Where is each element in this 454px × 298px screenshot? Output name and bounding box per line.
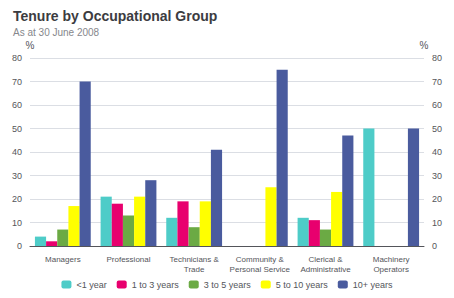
svg-text:80: 80: [12, 53, 22, 63]
svg-text:80: 80: [432, 53, 442, 63]
svg-text:Professional: Professional: [106, 255, 150, 264]
svg-text:70: 70: [12, 77, 22, 87]
svg-text:Managers: Managers: [45, 255, 81, 264]
svg-text:Trade: Trade: [184, 265, 205, 274]
svg-text:Tenure by Occupational Group: Tenure by Occupational Group: [13, 8, 217, 24]
svg-text:0: 0: [17, 241, 22, 251]
svg-text:10: 10: [432, 218, 442, 228]
svg-text:Clerical &: Clerical &: [308, 255, 343, 264]
svg-text:70: 70: [432, 77, 442, 87]
svg-text:40: 40: [432, 147, 442, 157]
svg-text:Personal Service: Personal Service: [230, 265, 291, 274]
svg-text:30: 30: [12, 171, 22, 181]
svg-text:As at 30 June 2008: As at 30 June 2008: [13, 27, 100, 38]
svg-text:60: 60: [12, 100, 22, 110]
svg-text:50: 50: [12, 124, 22, 134]
svg-text:0: 0: [432, 241, 437, 251]
svg-text:10: 10: [12, 218, 22, 228]
svg-text:Administrative: Administrative: [300, 265, 351, 274]
svg-text:50: 50: [432, 124, 442, 134]
svg-text:%: %: [420, 40, 429, 51]
svg-text:3 to 5 years: 3 to 5 years: [204, 280, 252, 290]
svg-text:5 to 10 years: 5 to 10 years: [276, 280, 329, 290]
svg-text:%: %: [26, 40, 35, 51]
svg-text:20: 20: [432, 194, 442, 204]
svg-text:<1 year: <1 year: [76, 280, 106, 290]
svg-text:Machinery: Machinery: [373, 255, 410, 264]
svg-text:1 to 3 years: 1 to 3 years: [132, 280, 180, 290]
svg-text:Community &: Community &: [236, 255, 285, 264]
svg-text:30: 30: [432, 171, 442, 181]
svg-text:60: 60: [432, 100, 442, 110]
svg-text:20: 20: [12, 194, 22, 204]
svg-text:Technicians &: Technicians &: [169, 255, 219, 264]
svg-text:40: 40: [12, 147, 22, 157]
svg-text:10+ years: 10+ years: [353, 280, 393, 290]
svg-text:Operators: Operators: [373, 265, 409, 274]
